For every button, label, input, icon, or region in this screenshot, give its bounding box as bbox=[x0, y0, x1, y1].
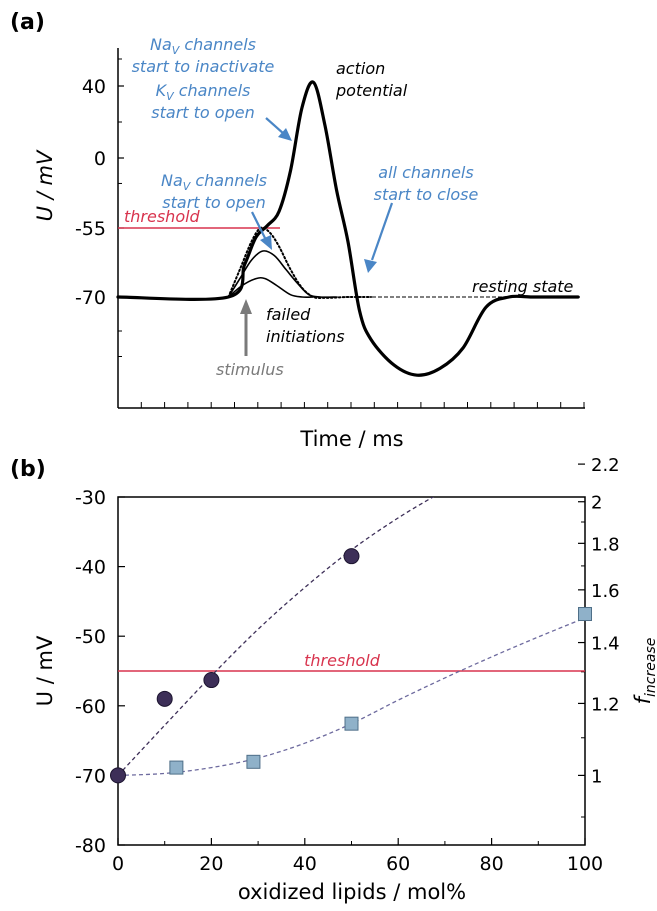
annotation-all-close: all channels bbox=[378, 163, 473, 182]
annotation-nav-open: NaV channels bbox=[161, 171, 267, 193]
panel-b-y-tick-label: -80 bbox=[75, 835, 106, 857]
arrow-stimulus-head bbox=[240, 299, 252, 314]
panel-b-point-factor bbox=[344, 716, 359, 731]
panel-a: (a) 40 0 -55 -70 Time / ms U / mV threshold… bbox=[10, 10, 585, 451]
panel-b-fit-factor_fit bbox=[118, 617, 585, 777]
panel-b-y-tick-label: -70 bbox=[75, 765, 106, 787]
panel-b-y2-label: fincrease bbox=[631, 638, 657, 705]
annotation-action: action bbox=[336, 59, 385, 78]
panel-a-x-label: Time / ms bbox=[299, 427, 403, 451]
panel-b-y2-ticks: 1 1.2 1.4 1.6 1.8 2 2.2 bbox=[578, 455, 620, 818]
annotation-initiations: initiations bbox=[266, 327, 345, 346]
annotation-nav-inactivate: NaV channels bbox=[150, 35, 256, 57]
panel-b-x-tick-label: 100 bbox=[567, 853, 603, 875]
panel-b-y2-tick-label: 1.4 bbox=[591, 634, 620, 655]
arrow-kv bbox=[265, 117, 285, 135]
panel-a-y-tick-label: -70 bbox=[75, 287, 106, 309]
panel-b-y2-tick-label: 2.2 bbox=[591, 455, 620, 476]
panel-a-y-tick-label: 0 bbox=[94, 148, 106, 170]
panel-b: (b) 0 20 40 60 80 100 -80 -70 -60 -50 -40 -30 1 1.2… bbox=[10, 455, 657, 904]
annotation-nav-open-line2: start to open bbox=[162, 193, 265, 212]
arrow-all-close bbox=[370, 202, 394, 261]
annotation-potential: potential bbox=[335, 81, 408, 100]
panel-b-x-tick-label: 0 bbox=[112, 853, 124, 875]
annotation-kv-open: KV channels bbox=[156, 81, 251, 103]
panel-b-point-factor bbox=[578, 607, 592, 622]
panel-b-x-tick-label: 60 bbox=[386, 853, 410, 875]
arrow-nav-open-head bbox=[260, 235, 272, 250]
panel-b-fit-voltage_fit bbox=[118, 497, 435, 776]
panel-b-y2-tick-label: 2 bbox=[591, 493, 602, 514]
panel-b-fits bbox=[118, 497, 585, 777]
arrow-all-close-head bbox=[364, 259, 377, 273]
panel-b-label: (b) bbox=[10, 457, 46, 482]
panel-b-point-voltage bbox=[343, 548, 360, 565]
panel-b-y2-tick-label: 1 bbox=[591, 766, 602, 787]
panel-a-y-ticks: 40 0 -55 -70 bbox=[75, 58, 124, 357]
annotation-failed: failed bbox=[266, 305, 311, 324]
panel-a-curve-failed_2 bbox=[227, 250, 338, 298]
panel-b-point-factor bbox=[169, 760, 184, 775]
panel-b-y-tick-label: -40 bbox=[75, 557, 106, 579]
panel-a-y-label: U / mV bbox=[33, 149, 57, 221]
panel-a-threshold-label: threshold bbox=[124, 207, 201, 226]
arrow-kv-head bbox=[278, 128, 292, 141]
annotation-all-close-line2: start to close bbox=[374, 185, 479, 204]
panel-a-curve-failed_3 bbox=[227, 276, 315, 298]
panel-b-y-ticks: -80 -70 -60 -50 -40 -30 bbox=[75, 487, 125, 857]
panel-b-y2-tick-label: 1.6 bbox=[591, 581, 620, 602]
panel-a-y-tick-label: -55 bbox=[75, 218, 106, 240]
panel-b-point-voltage bbox=[156, 690, 173, 707]
panel-b-x-tick-label: 40 bbox=[293, 853, 317, 875]
panel-b-point-voltage bbox=[203, 672, 220, 689]
panel-a-label: (a) bbox=[10, 10, 45, 35]
panel-b-x-tick-label: 20 bbox=[199, 853, 223, 875]
panel-b-x-ticks: 0 20 40 60 80 100 bbox=[112, 838, 603, 875]
annotation-stimulus: stimulus bbox=[216, 360, 284, 379]
panel-b-threshold-label: threshold bbox=[304, 651, 381, 670]
panel-b-y2-tick-label: 1.8 bbox=[591, 534, 620, 555]
panel-b-y-tick-label: -50 bbox=[75, 626, 106, 648]
panel-a-y-tick-label: 40 bbox=[82, 76, 106, 98]
arrows bbox=[240, 117, 394, 356]
panel-b-y2-tick-label: 1.2 bbox=[591, 694, 620, 715]
annotation-resting-state: resting state bbox=[472, 277, 574, 296]
panel-b-x-tick-label: 80 bbox=[480, 853, 504, 875]
panel-a-x-ticks bbox=[117, 402, 585, 408]
panel-b-y-tick-label: -30 bbox=[75, 487, 106, 509]
panel-b-x-label: oxidized lipids / mol% bbox=[238, 880, 466, 904]
panel-b-point-voltage bbox=[110, 767, 126, 784]
panel-b-y-label: U / mV bbox=[33, 635, 57, 706]
panel-b-points bbox=[110, 548, 592, 784]
panel-b-y-tick-label: -60 bbox=[75, 696, 106, 718]
arrow-nav-open bbox=[251, 211, 267, 241]
annotation-kv-open-line2: start to open bbox=[151, 103, 254, 122]
panel-b-point-factor bbox=[246, 754, 261, 769]
annotation-nav-inactivate-line2: start to inactivate bbox=[132, 57, 275, 76]
